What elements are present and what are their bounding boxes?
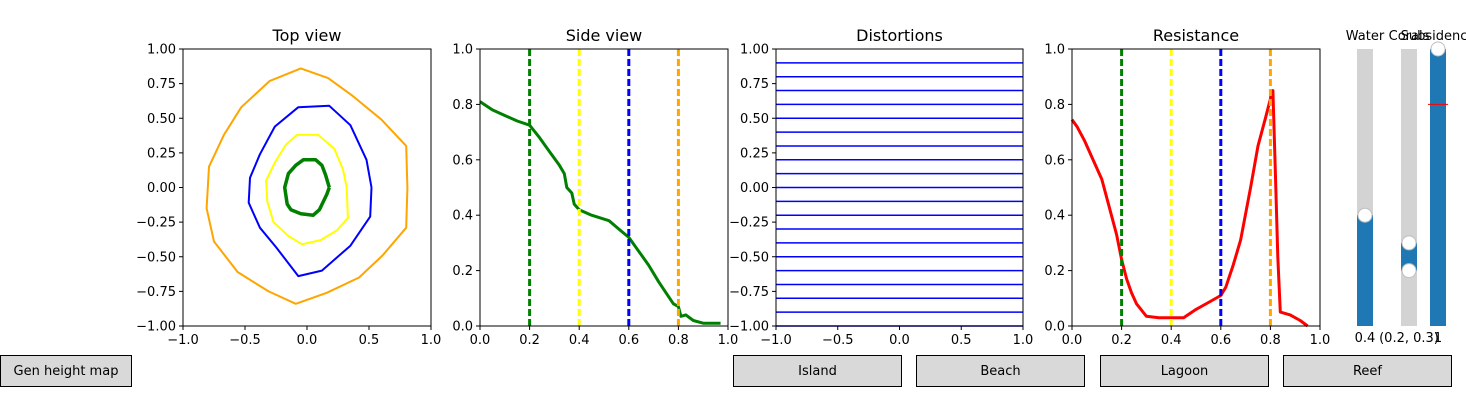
x-tick-label: 0.8 (668, 333, 689, 348)
series-line (1070, 89, 1309, 328)
x-tick-label: 1.0 (1013, 333, 1034, 348)
slider-handle[interactable] (1357, 207, 1373, 223)
slider-label: Corals (1389, 29, 1430, 44)
y-tick-label: 0.6 (452, 153, 473, 168)
x-tick-label: −0.5 (822, 333, 854, 348)
x-tick-label: 0.5 (951, 333, 972, 348)
slider-label: Water (1346, 29, 1385, 44)
slider-water[interactable]: Water 0.4 (1346, 29, 1385, 346)
slider-fill (1357, 215, 1373, 326)
slider-value: (0.2, 0.3) (1379, 331, 1439, 346)
y-tick-label: 1.00 (147, 43, 176, 58)
series-line (205, 67, 409, 305)
slider-handle[interactable] (1430, 41, 1446, 57)
slider-subsidence[interactable]: Subsidence 1 (1401, 29, 1466, 346)
x-tick-label: 0.2 (1111, 333, 1132, 348)
y-tick-label: −0.25 (729, 216, 769, 231)
y-tick-label: −0.75 (136, 285, 176, 300)
slider-handle[interactable] (1401, 263, 1417, 279)
slider-track (1401, 49, 1417, 326)
slider-label: Subsidence (1401, 29, 1466, 44)
x-tick-label: 1.0 (421, 333, 442, 348)
x-tick-label: −0.5 (229, 333, 261, 348)
beach-button[interactable]: Beach (916, 355, 1085, 387)
slider-value: 1 (1434, 331, 1442, 346)
y-tick-label: 0.6 (1044, 153, 1065, 168)
y-tick-label: 0.8 (1044, 98, 1065, 113)
x-tick-label: 0.6 (618, 333, 639, 348)
y-tick-label: 0.50 (147, 112, 176, 127)
slider-value: 0.4 (1355, 331, 1376, 346)
y-tick-label: −0.75 (729, 285, 769, 300)
y-tick-label: 0.00 (740, 181, 769, 196)
x-tick-label: 1.0 (1310, 333, 1331, 348)
x-tick-label: 0.4 (569, 333, 590, 348)
y-tick-label: 0.2 (452, 264, 473, 279)
x-tick-label: 1.0 (718, 333, 739, 348)
y-tick-label: −0.25 (136, 216, 176, 231)
y-tick-label: 1.0 (1044, 43, 1065, 58)
x-tick-label: 0.5 (359, 333, 380, 348)
plot-title: Resistance (1153, 26, 1239, 45)
series-line (282, 158, 331, 217)
plot-2: Side view 0.0 0.2 0.4 0.6 0.8 1.0 0.0 0.2 0.4 0.6 0… (452, 26, 738, 348)
x-tick-label: −1.0 (167, 333, 199, 348)
plot-frame (1071, 48, 1321, 327)
slider-fill (1401, 242, 1417, 271)
plot-3: Distortions −1.0 −0.5 0.0 0.5 1.0 −1.00 −0.75 −0… (729, 26, 1033, 348)
x-tick-label: 0.0 (297, 333, 318, 348)
y-tick-label: −0.50 (136, 250, 176, 265)
y-tick-label: −1.00 (729, 320, 769, 335)
y-tick-label: 0.4 (1044, 209, 1065, 224)
x-tick-label: 0.0 (1062, 333, 1083, 348)
y-tick-label: 1.0 (452, 43, 473, 58)
plot-title: Top view (272, 26, 342, 45)
series-line (265, 133, 349, 246)
x-tick-label: 0.6 (1210, 333, 1231, 348)
series-line (247, 104, 373, 278)
x-tick-label: 0.0 (470, 333, 491, 348)
slider-fill (1430, 49, 1446, 326)
y-tick-label: 0.2 (1044, 264, 1065, 279)
x-tick-label: 0.0 (889, 333, 910, 348)
y-tick-label: 0.25 (740, 146, 769, 161)
x-tick-label: 0.8 (1260, 333, 1281, 348)
y-tick-label: 1.00 (740, 43, 769, 58)
y-tick-label: 0.0 (452, 320, 473, 335)
y-tick-label: 0.25 (147, 146, 176, 161)
y-tick-label: 0.8 (452, 98, 473, 113)
x-tick-label: 0.4 (1161, 333, 1182, 348)
slider-handle[interactable] (1401, 235, 1417, 251)
plot-frame (479, 48, 729, 327)
x-tick-label: −1.0 (760, 333, 792, 348)
y-tick-label: 0.75 (147, 77, 176, 92)
plot-title: Side view (566, 26, 643, 45)
series-line (479, 100, 721, 325)
y-tick-label: 0.0 (1044, 320, 1065, 335)
y-tick-label: 0.00 (147, 181, 176, 196)
plot-frame (182, 48, 432, 327)
plot-1: Top view −1.0 −0.5 0.0 0.5 1.0 −1.00 −0.75 −0.50… (136, 26, 441, 348)
reef-button[interactable]: Reef (1283, 355, 1452, 387)
slider-corals[interactable]: Corals (0.2, 0.3) (1379, 29, 1439, 346)
y-tick-label: 0.75 (740, 77, 769, 92)
gen-height-map-button[interactable]: Gen height map (0, 355, 132, 387)
plot-4: Resistance 0.0 0.2 0.4 0.6 0.8 1.0 0.0 0.2 0.4 0.6… (1044, 26, 1330, 348)
y-tick-label: 0.4 (452, 209, 473, 224)
y-tick-label: 0.50 (740, 112, 769, 127)
island-button[interactable]: Island (733, 355, 902, 387)
y-tick-label: −1.00 (136, 320, 176, 335)
y-tick-label: −0.50 (729, 250, 769, 265)
plot-title: Distortions (856, 26, 943, 45)
x-tick-label: 0.2 (519, 333, 540, 348)
lagoon-button[interactable]: Lagoon (1100, 355, 1269, 387)
